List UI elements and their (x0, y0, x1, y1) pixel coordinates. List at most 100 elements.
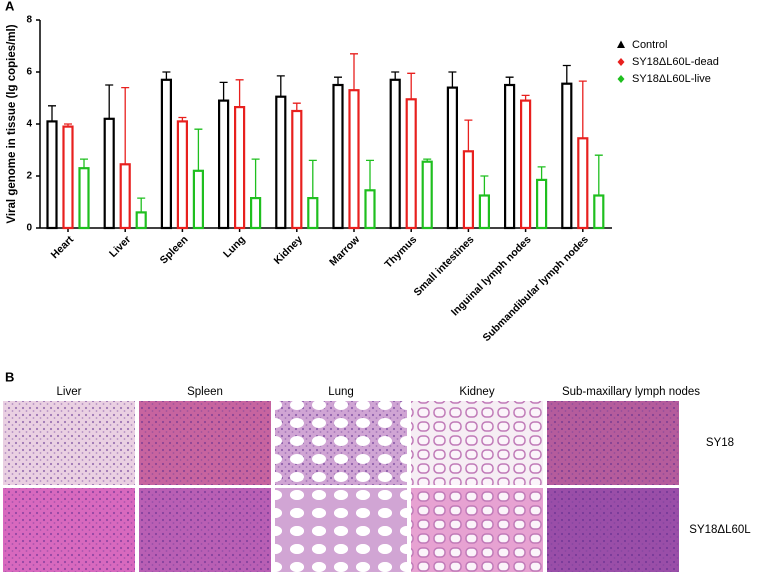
x-tick-label: Small intestines (411, 233, 476, 298)
bar (46, 120, 58, 230)
bar (405, 98, 417, 230)
row-label: SY18 (706, 437, 734, 449)
bar (421, 160, 433, 230)
error-bar (537, 166, 546, 180)
column-title: Spleen (187, 386, 223, 398)
bar (160, 78, 172, 230)
y-tick-label: 2 (26, 171, 32, 182)
error-bar (407, 72, 416, 100)
error-bar (464, 119, 473, 152)
micrograph-texture (275, 488, 407, 572)
bar (478, 194, 490, 230)
bar (250, 197, 262, 230)
bar (446, 86, 458, 230)
error-bar (80, 158, 88, 169)
row-label: SY18ΔL60L (689, 524, 751, 536)
error-bar (105, 84, 114, 119)
y-tick-label: 4 (26, 119, 32, 130)
x-tick-label: Spleen (158, 234, 191, 267)
error-bar (505, 76, 514, 85)
y-tick-label: 8 (26, 15, 32, 26)
column-title: Lung (328, 386, 354, 398)
legend-label: Control (632, 39, 667, 51)
bar (103, 117, 115, 230)
error-bar (121, 86, 130, 165)
error-bar (235, 79, 244, 108)
micrograph-texture (275, 401, 407, 485)
micrograph-texture (547, 401, 679, 485)
bar (119, 163, 131, 230)
x-tick-label: Heart (49, 233, 77, 261)
error-bar (334, 76, 342, 85)
error-bar (162, 71, 171, 80)
error-bar (219, 81, 228, 101)
error-bar (350, 53, 358, 91)
error-bar (391, 71, 400, 80)
error-bar (48, 105, 56, 122)
bar (78, 167, 90, 230)
bar (389, 78, 401, 230)
y-tick-label: 6 (26, 67, 32, 78)
x-tick-label: Lung (221, 234, 248, 261)
y-axis-label: Viral genome in tissue (lg copies/ml) (6, 24, 18, 223)
micrograph-texture (411, 401, 543, 485)
error-bar (178, 116, 187, 122)
bar (275, 95, 287, 230)
legend-label: SY18ΔL60L-live (632, 73, 711, 85)
error-bar (448, 71, 457, 88)
error-bar (480, 175, 489, 196)
micrograph-texture (139, 488, 271, 572)
bar (62, 125, 74, 230)
bar (291, 109, 303, 230)
bar (192, 169, 204, 230)
error-bar (137, 197, 146, 213)
bar (348, 89, 360, 230)
error-bar (64, 123, 72, 127)
column-title: Sub-maxillary lymph nodes (562, 386, 700, 398)
legend-label: SY18ΔL60L-dead (632, 56, 719, 68)
bar (364, 189, 376, 230)
x-tick-label: Marrow (327, 233, 362, 268)
bar (307, 197, 319, 230)
error-bar (423, 158, 432, 162)
micrograph-texture (411, 488, 543, 572)
legend-marker (617, 75, 625, 83)
error-bar (276, 75, 285, 97)
micrograph-texture (3, 401, 135, 485)
x-tick-label: Kidney (272, 233, 305, 266)
x-tick-label: Liver (107, 234, 133, 260)
bar (176, 120, 188, 230)
panel-label: A (5, 0, 15, 13)
bar (593, 194, 605, 230)
y-tick-label: 0 (26, 223, 32, 234)
error-bar (578, 80, 587, 139)
error-bar (521, 94, 530, 101)
bar (535, 178, 548, 230)
panel-label: B (5, 369, 14, 384)
micrograph-texture (547, 488, 679, 572)
column-title: Liver (57, 386, 82, 398)
error-bar (594, 154, 603, 196)
micrograph-texture (3, 488, 135, 572)
bar (577, 137, 589, 230)
bar (234, 105, 246, 230)
error-bar (292, 102, 301, 111)
error-bar (194, 128, 203, 171)
x-tick-label: Submandibular lymph nodes (481, 233, 591, 343)
legend-marker (617, 40, 625, 48)
bar (504, 83, 516, 230)
error-bar (251, 158, 260, 199)
bar (561, 82, 573, 230)
bar (332, 83, 344, 230)
error-bar (308, 159, 317, 199)
x-tick-label: Thymus (382, 233, 419, 270)
bar (135, 211, 147, 230)
error-bar (366, 159, 374, 191)
bar (218, 99, 230, 230)
legend-marker (617, 58, 625, 66)
column-title: Kidney (459, 386, 494, 398)
micrograph-texture (139, 401, 271, 485)
bar (462, 150, 474, 230)
bar (519, 99, 532, 230)
